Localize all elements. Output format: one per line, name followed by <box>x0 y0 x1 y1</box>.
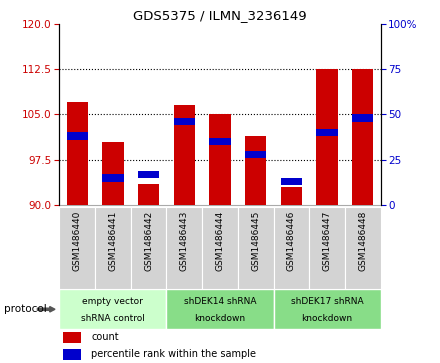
Bar <box>63 348 81 359</box>
Bar <box>166 207 202 289</box>
Text: shRNA control: shRNA control <box>81 314 145 323</box>
Bar <box>138 171 159 178</box>
Text: GSM1486442: GSM1486442 <box>144 211 153 271</box>
Bar <box>352 114 374 122</box>
Text: count: count <box>91 333 119 342</box>
Bar <box>174 118 195 125</box>
Bar <box>166 289 274 329</box>
Text: GDS5375 / ILMN_3236149: GDS5375 / ILMN_3236149 <box>133 9 307 22</box>
Text: knockdown: knockdown <box>301 314 352 323</box>
Bar <box>245 151 266 158</box>
Text: GSM1486444: GSM1486444 <box>216 211 224 271</box>
Text: empty vector: empty vector <box>82 297 143 306</box>
Bar <box>274 207 309 289</box>
Bar <box>63 332 81 343</box>
Text: GSM1486443: GSM1486443 <box>180 211 189 272</box>
Bar <box>309 207 345 289</box>
Bar <box>102 142 124 205</box>
Bar <box>59 289 166 329</box>
Text: protocol: protocol <box>4 304 47 314</box>
Bar <box>66 132 88 140</box>
Text: GSM1486441: GSM1486441 <box>108 211 117 272</box>
Text: GSM1486447: GSM1486447 <box>323 211 332 272</box>
Bar <box>245 135 266 205</box>
Bar <box>138 184 159 205</box>
Bar <box>59 207 95 289</box>
Bar <box>202 207 238 289</box>
Text: GSM1486448: GSM1486448 <box>358 211 367 272</box>
Bar <box>345 207 381 289</box>
Bar <box>316 69 338 205</box>
Text: GSM1486440: GSM1486440 <box>73 211 82 272</box>
Text: percentile rank within the sample: percentile rank within the sample <box>91 349 256 359</box>
Text: shDEK17 shRNA: shDEK17 shRNA <box>291 297 363 306</box>
Text: knockdown: knockdown <box>194 314 246 323</box>
Text: shDEK14 shRNA: shDEK14 shRNA <box>184 297 256 306</box>
Bar <box>131 207 166 289</box>
Bar <box>102 174 124 182</box>
Bar <box>209 114 231 205</box>
Bar <box>66 102 88 205</box>
Bar <box>95 207 131 289</box>
Bar <box>352 69 374 205</box>
Bar <box>274 289 381 329</box>
Text: GSM1486445: GSM1486445 <box>251 211 260 272</box>
Bar <box>281 187 302 205</box>
Bar <box>281 178 302 185</box>
Bar <box>238 207 274 289</box>
Bar <box>316 129 338 136</box>
Bar <box>209 138 231 145</box>
Bar <box>174 105 195 205</box>
Text: GSM1486446: GSM1486446 <box>287 211 296 272</box>
